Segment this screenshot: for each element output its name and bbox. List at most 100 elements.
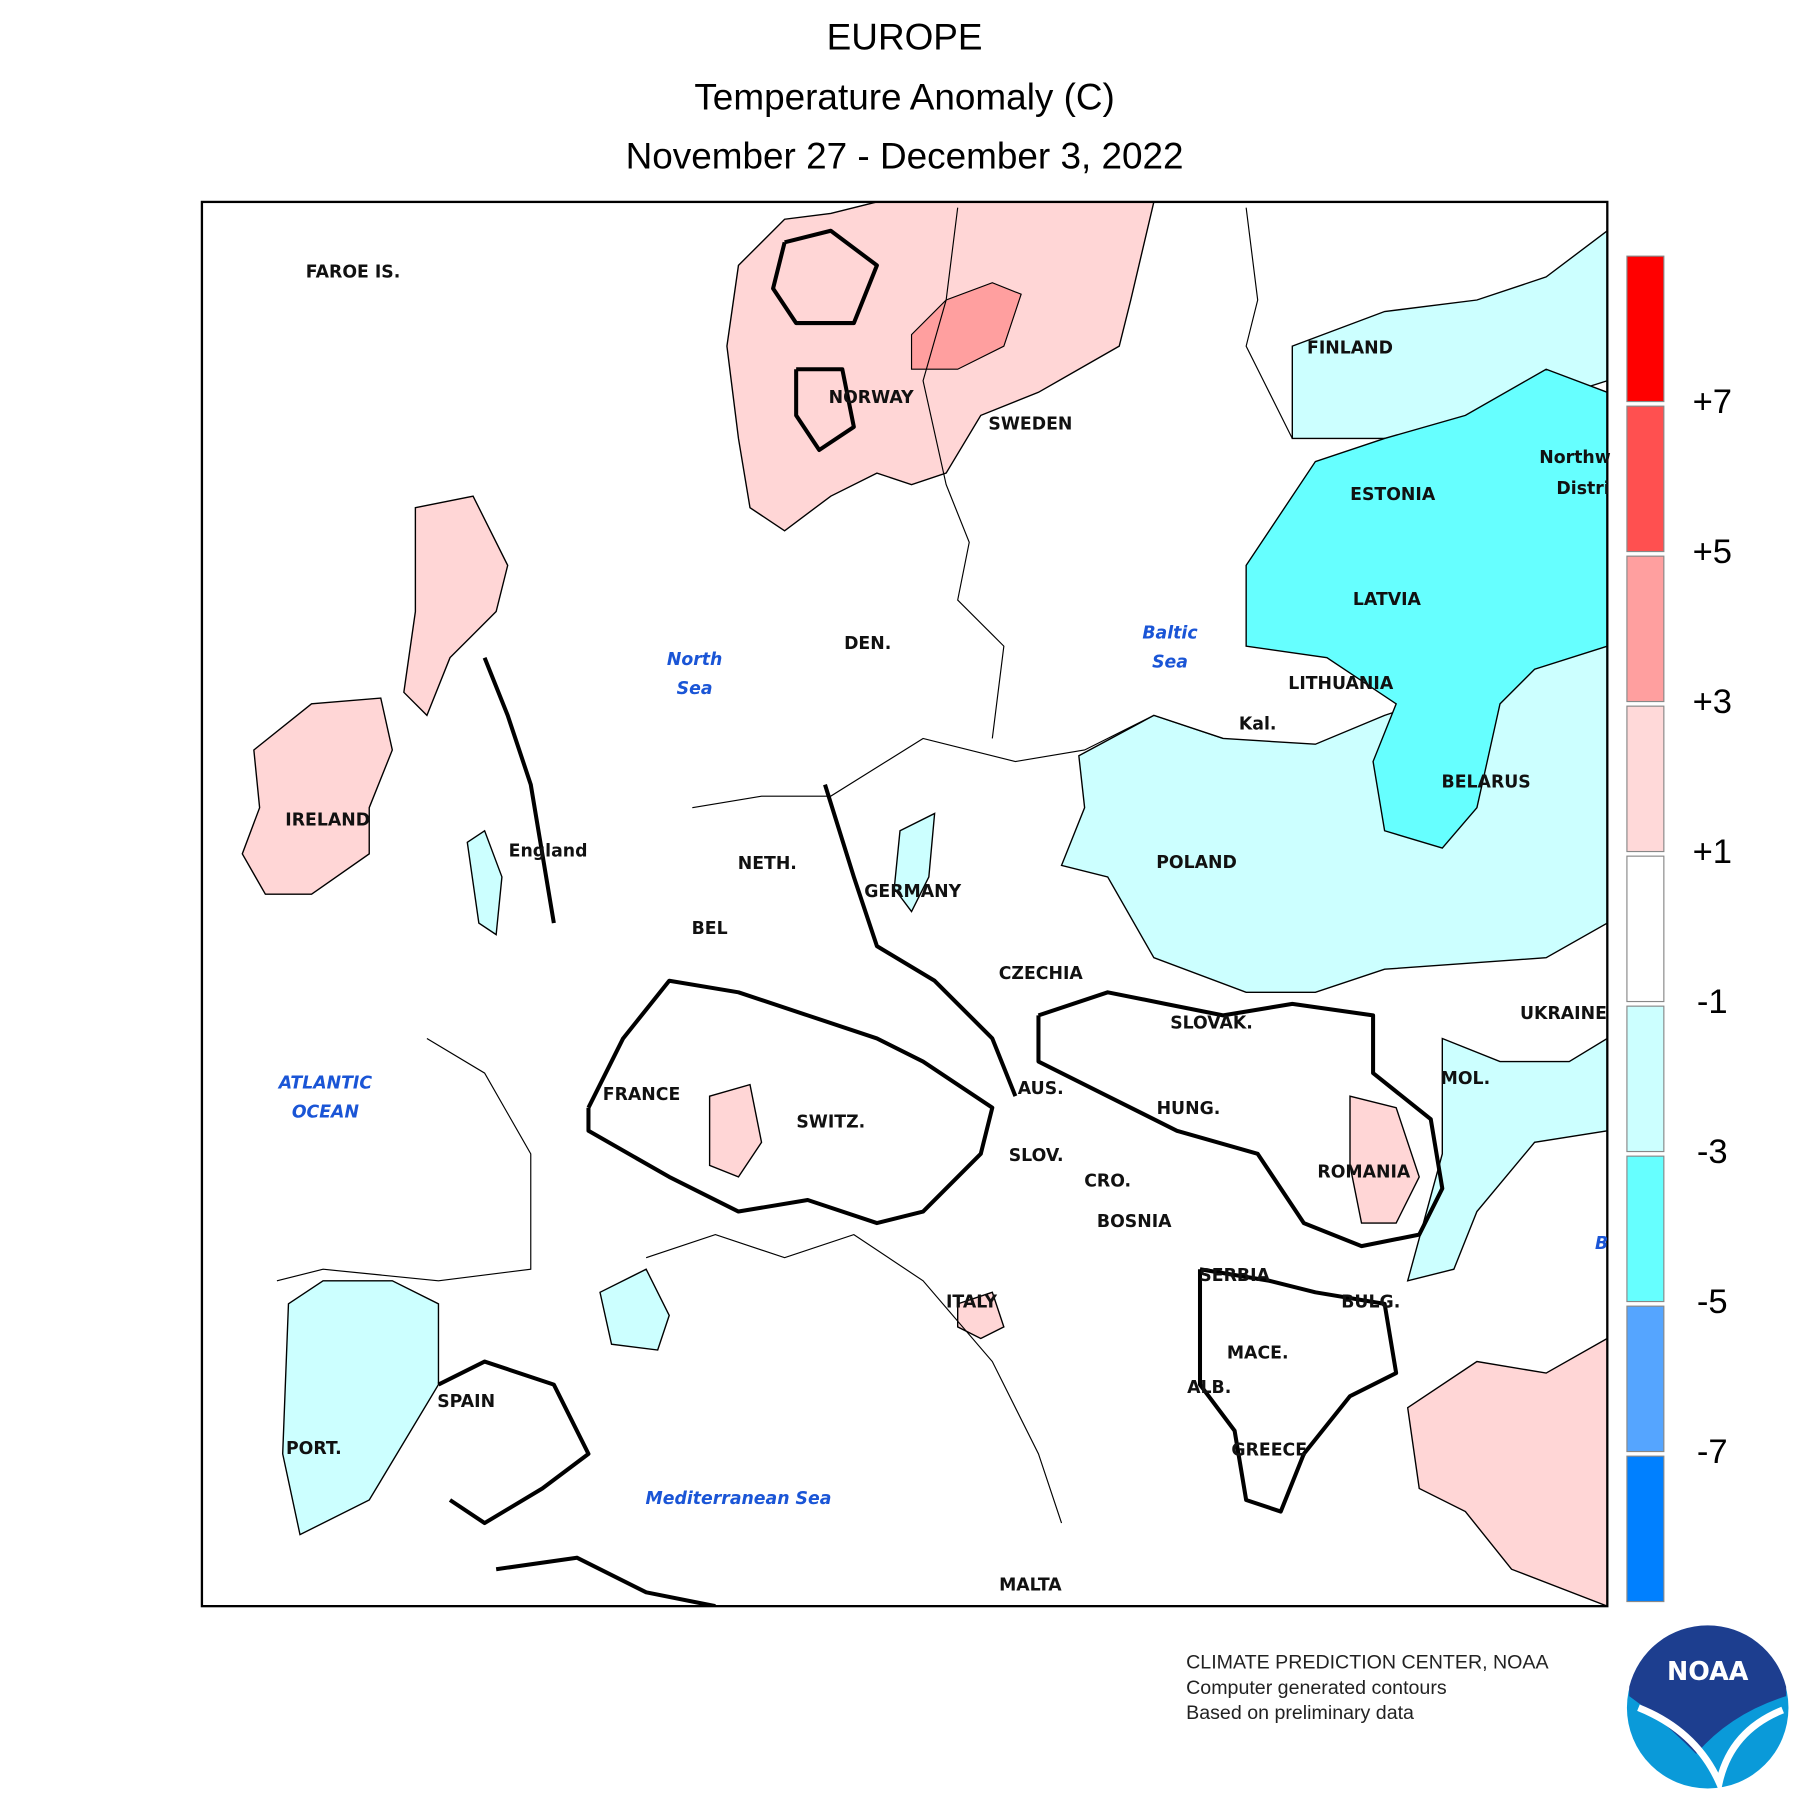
place-label: SPAIN bbox=[437, 1392, 495, 1412]
place-label: AUS. bbox=[1018, 1079, 1064, 1099]
region-title: EUROPE bbox=[827, 17, 983, 58]
coast bbox=[692, 714, 1224, 809]
place-label: DEN. bbox=[844, 634, 891, 654]
water-label: ATLANTIC bbox=[277, 1073, 373, 1093]
legend-label: -7 bbox=[1697, 1433, 1728, 1471]
place-label: MALTA bbox=[999, 1575, 1062, 1595]
legend-swatch bbox=[1626, 1155, 1665, 1303]
logo-text: NOAA bbox=[1667, 1656, 1749, 1686]
place-label: NETH. bbox=[738, 854, 797, 874]
place-label: PORT. bbox=[286, 1439, 342, 1459]
coast bbox=[645, 1233, 1063, 1524]
legend-swatch bbox=[1626, 1455, 1665, 1603]
legend-label: -1 bbox=[1697, 983, 1728, 1021]
legend-swatch bbox=[1626, 1005, 1665, 1153]
place-label: NORWAY bbox=[829, 388, 915, 408]
anomaly-area bbox=[708, 1083, 763, 1178]
place-label: England bbox=[509, 842, 588, 862]
place-label: ALB. bbox=[1187, 1378, 1231, 1398]
place-label: SWEDEN bbox=[988, 415, 1072, 435]
noaa-logo: NOAA bbox=[1626, 1625, 1789, 1794]
anomaly-area bbox=[241, 697, 394, 895]
place-label: MACE. bbox=[1227, 1343, 1289, 1363]
place-label: CZECHIA bbox=[999, 964, 1084, 984]
anomaly-area bbox=[1349, 1095, 1420, 1224]
place-label: SLOVAK. bbox=[1170, 1013, 1253, 1033]
place-label: IRELAND bbox=[285, 810, 370, 830]
legend-label: +7 bbox=[1693, 383, 1732, 421]
place-label: LITHUANIA bbox=[1288, 674, 1394, 694]
legend-swatch bbox=[1626, 1305, 1665, 1453]
place-label: CRO. bbox=[1084, 1172, 1131, 1192]
map-title: Temperature Anomaly (C) bbox=[694, 77, 1114, 118]
place-label: FAROE IS. bbox=[306, 262, 401, 282]
place-label: FRANCE bbox=[603, 1085, 681, 1105]
anomaly-area bbox=[403, 495, 509, 717]
legend-label: +1 bbox=[1693, 833, 1732, 871]
contour bbox=[794, 367, 856, 453]
legend-label: +3 bbox=[1693, 683, 1732, 721]
contour bbox=[1036, 990, 1445, 1249]
border bbox=[922, 207, 1005, 739]
water-label: North bbox=[667, 650, 722, 670]
place-label: BOSNIA bbox=[1097, 1212, 1172, 1232]
anomaly-area bbox=[956, 1291, 1005, 1340]
map-labels: FAROE IS. NORWAY SWEDEN FINLAND ESTONIA LATVI… bbox=[277, 262, 1611, 1595]
legend-swatch bbox=[1626, 255, 1665, 403]
anomaly-area bbox=[1406, 1337, 1608, 1607]
place-label: BEL bbox=[692, 919, 728, 939]
place-label: SERBIA bbox=[1199, 1266, 1270, 1286]
legend-swatch bbox=[1626, 705, 1665, 853]
water-label: OCEAN bbox=[292, 1102, 360, 1122]
anomaly-area bbox=[281, 1280, 440, 1536]
anomaly-area bbox=[1245, 368, 1608, 849]
water-label: Baltic bbox=[1142, 623, 1198, 643]
place-label: Distri bbox=[1556, 479, 1609, 499]
place-label: SWITZ. bbox=[796, 1113, 865, 1133]
place-label: LATVIA bbox=[1353, 590, 1422, 610]
map-frame bbox=[200, 200, 1609, 1608]
anomaly-area bbox=[1406, 1037, 1608, 1282]
place-label: MOL. bbox=[1441, 1069, 1491, 1089]
legend-label: -5 bbox=[1697, 1283, 1728, 1321]
water-label: Sea bbox=[677, 679, 713, 699]
coast bbox=[276, 1037, 532, 1282]
map bbox=[241, 201, 1608, 1607]
water-label: Sea bbox=[1152, 652, 1188, 672]
place-label: GREECE bbox=[1231, 1440, 1307, 1460]
place-label: HUNG. bbox=[1157, 1099, 1221, 1119]
contour bbox=[1197, 1267, 1399, 1514]
anomaly-area bbox=[599, 1268, 670, 1351]
border bbox=[1245, 207, 1293, 439]
credit: Based on preliminary data bbox=[1186, 1702, 1414, 1724]
period: November 27 - December 3, 2022 bbox=[626, 135, 1184, 176]
anomaly-area bbox=[893, 812, 936, 913]
credit: Computer generated contours bbox=[1186, 1677, 1447, 1699]
water-label: B bbox=[1595, 1234, 1608, 1254]
place-label: ROMANIA bbox=[1317, 1162, 1411, 1182]
anomaly-area bbox=[466, 829, 503, 936]
place-label: ITALY bbox=[946, 1293, 998, 1313]
contour bbox=[437, 1359, 591, 1526]
contour bbox=[823, 784, 1018, 1097]
legend: +7 +5 +3 +1 -1 -3 -5 -7 bbox=[1626, 255, 1732, 1603]
legend-label: -3 bbox=[1697, 1133, 1728, 1171]
place-label: FINLAND bbox=[1307, 338, 1393, 358]
place-label: UKRAINE bbox=[1520, 1004, 1607, 1024]
contour bbox=[771, 228, 879, 326]
anomaly-area bbox=[910, 282, 1022, 370]
place-label: Kal. bbox=[1239, 715, 1277, 735]
contour bbox=[482, 656, 556, 924]
place-label: BELARUS bbox=[1442, 772, 1531, 792]
place-label: SLOV. bbox=[1009, 1146, 1064, 1166]
place-label: GERMANY bbox=[864, 882, 961, 902]
place-label: Northw bbox=[1539, 448, 1610, 468]
credit: CLIMATE PREDICTION CENTER, NOAA bbox=[1186, 1651, 1549, 1673]
legend-label: +5 bbox=[1693, 533, 1732, 571]
place-label: BULG. bbox=[1341, 1293, 1400, 1313]
legend-swatch bbox=[1626, 855, 1665, 1003]
place-label: POLAND bbox=[1156, 853, 1237, 873]
legend-swatch bbox=[1626, 405, 1665, 553]
